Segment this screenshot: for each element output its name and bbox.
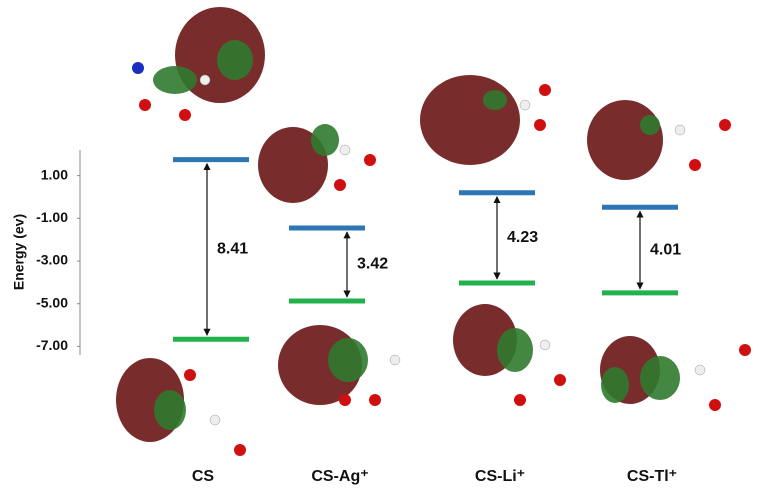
y-tick-label: 1.00 — [41, 166, 68, 182]
chart: Energy (ev) 1.00 -1.00 -3.00 -5.00 -7.00 8.41… — [0, 0, 761, 495]
gap-label: 3.42 — [357, 256, 388, 273]
orbital-images — [116, 7, 751, 456]
y-axis-label: Energy (ev) — [11, 214, 27, 290]
y-tick-label: -7.00 — [36, 337, 68, 353]
y-tick-label: -5.00 — [36, 294, 68, 310]
category-label: CS — [192, 468, 215, 485]
category-label: CS-Ag⁺ — [311, 468, 368, 485]
category-label: CS-Tl⁺ — [627, 468, 677, 485]
y-tick-label: -3.00 — [36, 252, 68, 268]
gap-label: 8.41 — [217, 241, 248, 258]
gap-label: 4.23 — [507, 229, 538, 246]
gap-label: 4.01 — [650, 241, 681, 258]
category-label: CS-Li⁺ — [475, 468, 525, 485]
y-tick-label: -1.00 — [36, 209, 68, 225]
